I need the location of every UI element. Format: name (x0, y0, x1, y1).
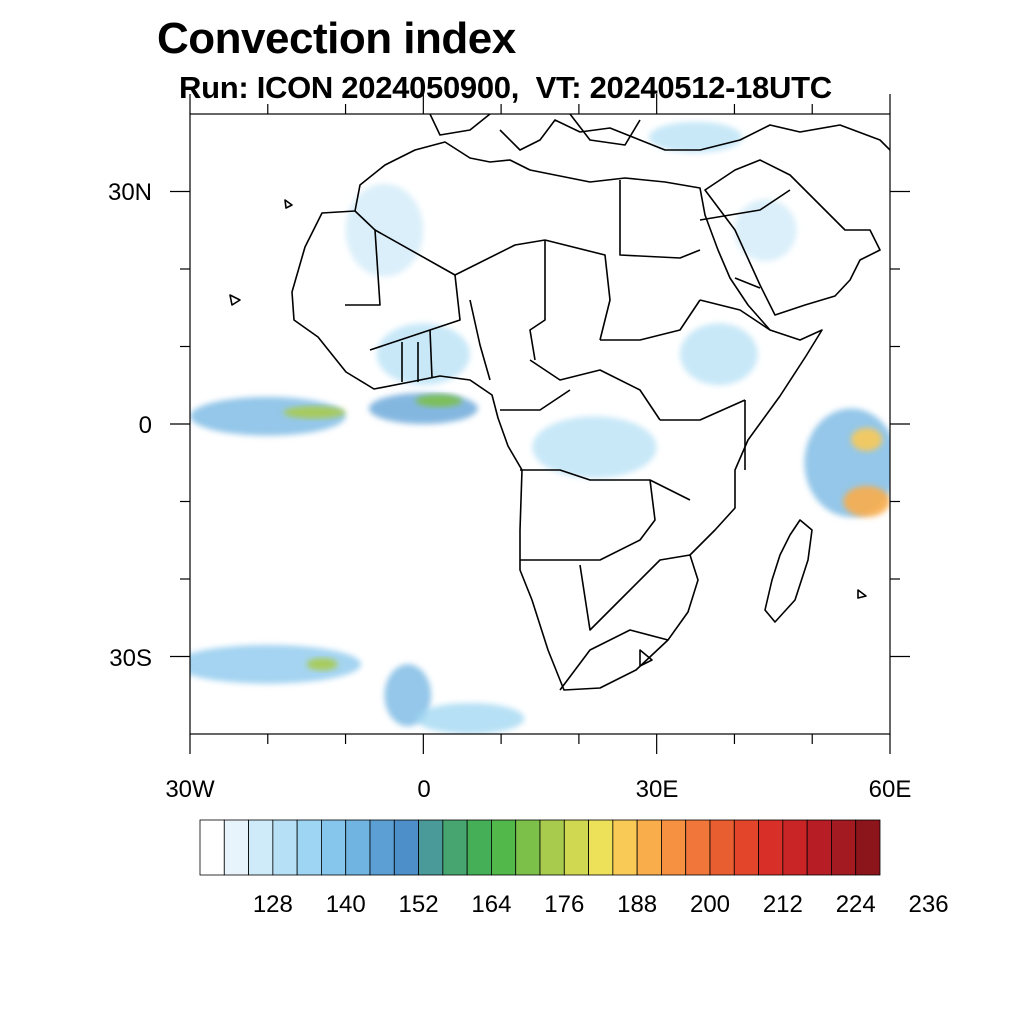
convection-area-itcz-gulf-core (415, 394, 463, 407)
colorbar-swatch (709, 819, 735, 876)
colorbar-label: 140 (326, 891, 366, 918)
colorbar-label: 188 (617, 891, 657, 918)
convection-area-mediterranean (648, 121, 743, 153)
chart-subtitle: Run: ICON 2024050900, VT: 20240512-18UTC (179, 70, 832, 105)
colorbar-swatch (758, 819, 784, 876)
convection-area-south-atlantic-core (306, 658, 338, 671)
europe-coastline (499, 119, 890, 151)
convection-area-south-atlantic-band (190, 644, 362, 684)
colorbar-swatch (418, 819, 444, 876)
colorbar-swatch (345, 819, 371, 876)
convection-area-congo (532, 416, 657, 479)
colorbar-labels: 128 140 152 164 176 188 200 212 224 236 (253, 891, 949, 918)
arabia-coastline (704, 159, 881, 316)
colorbar-swatch (806, 819, 832, 876)
convection-area-sahara-west (345, 183, 424, 277)
colorbar-label: 236 (909, 891, 949, 918)
colorbar-swatch (831, 819, 857, 876)
colorbar-swatch (296, 819, 322, 876)
colorbar-label: 176 (544, 891, 584, 918)
africa-coastline (291, 141, 823, 691)
colorbar-swatch (442, 819, 468, 876)
convection-area-ethiopia (680, 323, 758, 386)
colorbar-label: 200 (690, 891, 730, 918)
colorbar-swatch (563, 819, 589, 876)
colorbar-swatch (466, 819, 492, 876)
colorbar-swatch (855, 819, 881, 876)
y-tick-label-0: 0 (139, 412, 152, 439)
convection-area-arabia (734, 199, 797, 262)
convection-area-indian-ocean-core-1 (843, 486, 890, 517)
x-tick-label-60e: 60E (869, 776, 912, 803)
colorbar-swatch (393, 819, 419, 876)
colorbar-swatch (321, 819, 347, 876)
convection-area-indian-ocean-core-2 (851, 427, 883, 452)
colorbar (199, 819, 881, 876)
convection-area-west-africa (376, 323, 471, 386)
convection-area-itcz-atlantic-core (283, 406, 346, 419)
axis-ticks (170, 94, 910, 754)
colorbar-swatch (539, 819, 565, 876)
colorbar-swatch (223, 819, 249, 876)
colorbar-swatch (272, 819, 298, 876)
madagascar-coastline (764, 519, 813, 623)
colorbar-swatch (248, 819, 274, 876)
x-tick-label-30w: 30W (165, 776, 215, 803)
chart-title: Convection index (157, 14, 516, 63)
convection-area-south-atlantic-streak (384, 664, 432, 727)
convection-area-south-atlantic-tail (415, 703, 525, 734)
colorbar-swatch (491, 819, 517, 876)
colorbar-label: 152 (399, 891, 439, 918)
convection-field (190, 121, 890, 734)
colorbar-label: 212 (763, 891, 803, 918)
colorbar-swatch (199, 819, 225, 876)
coastlines-and-borders (229, 114, 890, 691)
colorbar-swatch (661, 819, 687, 876)
colorbar-label: 164 (471, 891, 511, 918)
colorbar-label: 128 (253, 891, 293, 918)
x-tick-label-0: 0 (417, 776, 430, 803)
colorbar-label: 224 (836, 891, 876, 918)
y-tick-label-30n: 30N (108, 179, 152, 206)
colorbar-swatch (588, 819, 614, 876)
colorbar-swatch (636, 819, 662, 876)
colorbar-swatch (515, 819, 541, 876)
colorbar-swatch (685, 819, 711, 876)
colorbar-swatch (612, 819, 638, 876)
colorbar-swatch (733, 819, 759, 876)
y-tick-label-30s: 30S (109, 645, 152, 672)
colorbar-swatch (369, 819, 395, 876)
x-tick-label-30e: 30E (636, 776, 679, 803)
colorbar-swatch (782, 819, 808, 876)
